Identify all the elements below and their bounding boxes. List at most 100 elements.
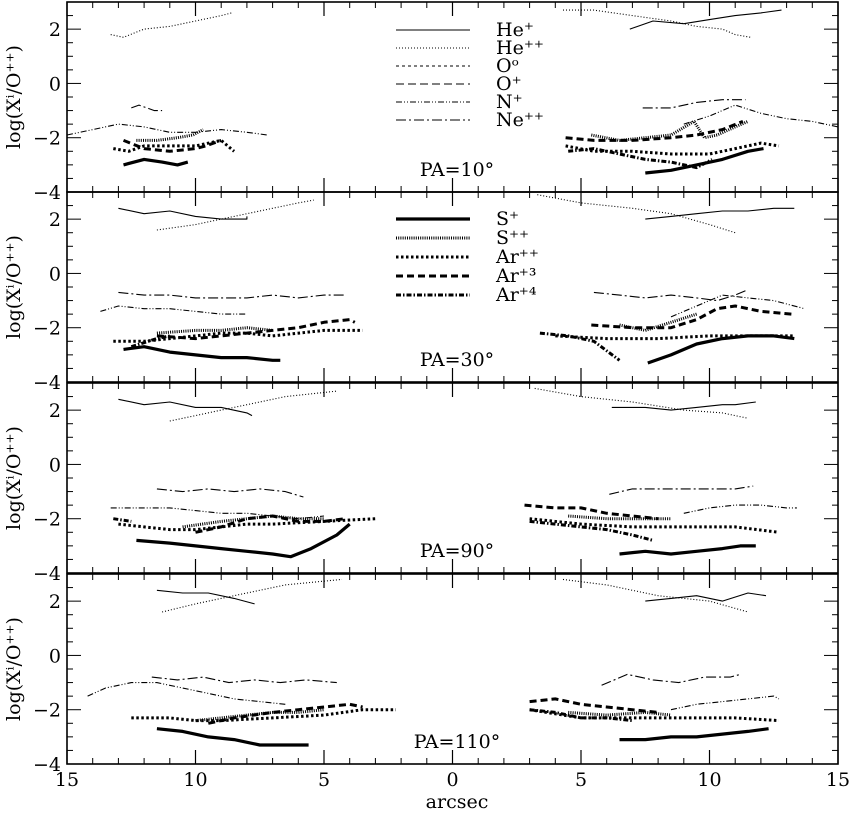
panel-1: 2 0 −2 −4 log(Xⁱ/O⁺⁺) PA=10° [3,1,839,204]
series-line [118,291,345,299]
panel-label: PA=30° [420,349,494,371]
series-line [156,326,273,335]
series-line [529,697,659,714]
y-axis-title: log(Xⁱ/O⁺⁺) [3,235,25,339]
series-line [562,578,749,613]
series-line [565,120,744,142]
y-tick-label: 0 [49,263,61,285]
series-line [182,514,324,529]
y-axis-title: log(Xⁱ/O⁺⁺) [3,45,25,149]
series-line [629,9,782,30]
series-line [87,682,286,705]
series-line [156,318,356,341]
y-tick-label: 2 [49,400,61,422]
series-line [207,702,363,725]
series-line [647,334,795,365]
y-tick-label: 0 [49,454,61,476]
series-line [568,710,672,717]
series-line [100,305,247,315]
series-line [169,390,337,422]
series-line [118,207,248,220]
y-tick-label: −2 [33,700,61,722]
x-tick-label: 0 [446,769,458,791]
series-line [156,589,255,605]
y-tick-label: −2 [33,318,61,340]
series-line [683,504,797,514]
legend-label: S⁺⁺ [496,227,529,249]
x-tick-label: 15 [826,769,850,791]
series-line [529,517,780,534]
series-line [683,104,839,128]
panel-label: PA=90° [420,540,494,562]
series-line [130,334,171,349]
series-line [110,12,232,38]
series-line [118,398,253,417]
series-line [534,387,749,419]
legend-label: Ar⁺⁺ [495,246,539,268]
series-line [642,99,746,109]
y-tick-label: −2 [33,128,61,150]
panel-2: 2 0 −2 −4 log(Xⁱ/O⁺⁺) PA=30° [3,191,839,394]
x-tick-label: 5 [575,769,587,791]
y-tick-label: 2 [49,209,61,231]
series-line [601,673,741,686]
series-line [670,695,780,711]
legend-label: Ar⁺³ [495,265,536,287]
series-line [645,592,767,602]
y-tick-label: −4 [33,372,61,394]
series-line [123,345,281,362]
series-line [529,708,633,723]
series-line [670,294,805,318]
series-line [113,328,363,343]
series-line [591,304,792,330]
panel-3: 2 0 −2 −4 log(Xⁱ/O⁺⁺) PA=90° [3,382,839,585]
panels: 2 0 −2 −4 log(Xⁱ/O⁺⁺) PA=10° 2 0 −2 −4 log(Xⁱ/O⁺⁺)… [3,1,850,791]
y-tick-label: 2 [49,591,61,613]
series-line [563,9,751,38]
legend-label: He⁺ [496,19,534,41]
series-line [156,727,309,747]
x-axis-title: arcsec [426,791,489,813]
y-axis-title: log(Xⁱ/O⁺⁺) [3,426,25,530]
x-tick-label: 5 [318,769,330,791]
y-tick-label: −2 [33,509,61,531]
series-line [609,485,754,495]
series-line [524,503,659,521]
y-axis-title: log(Xⁱ/O⁺⁺) [3,617,25,721]
series-line [619,727,769,742]
panel-4: 2 0 −2 −4 log(Xⁱ/O⁺⁺) PA=110° [3,573,839,776]
series-line [123,157,189,167]
legend-label: Ne⁺⁺ [496,109,544,131]
series-line [619,312,698,332]
series-line [136,522,351,559]
legend-label: S⁺ [496,208,519,230]
series-line [539,331,621,362]
y-tick-label: −4 [33,754,61,776]
series-line [131,104,163,112]
legend-label: He⁺⁺ [496,37,544,59]
series-line [113,138,236,153]
legend-label: O⁺ [496,73,522,95]
series-line [593,289,749,302]
series-line [156,199,314,231]
series-line [136,128,204,142]
series-line [568,514,671,521]
x-tick-label: 10 [697,769,721,791]
series-line [113,517,132,523]
series-line [161,578,343,613]
legend-label: Oᵒ [496,55,519,77]
series-line [122,138,222,153]
y-tick-label: −4 [33,563,61,585]
y-tick-label: −4 [33,182,61,204]
y-tick-label: 0 [49,73,61,95]
series-line [611,401,756,411]
series-line [529,519,654,542]
y-tick-label: 0 [49,645,61,667]
legend-label: N⁺ [496,91,523,113]
series-line [645,207,795,220]
series-line [151,676,337,684]
series-line [66,123,268,136]
series-line [619,544,756,556]
legend-label: Ar⁺⁴ [495,284,537,306]
x-tick-label: 10 [183,769,207,791]
